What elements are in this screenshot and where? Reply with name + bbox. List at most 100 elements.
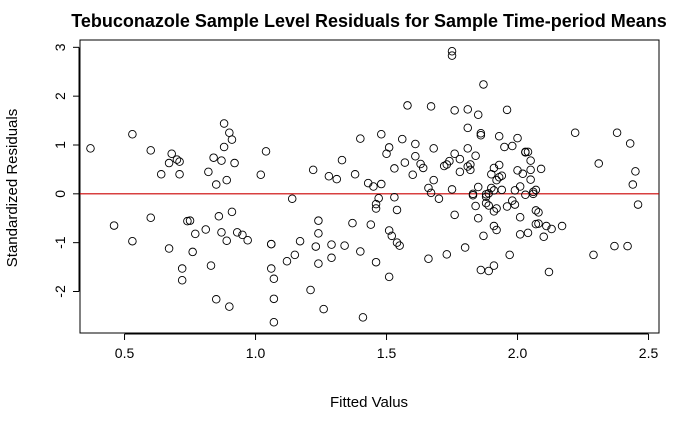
data-point	[295, 236, 305, 246]
data-point	[128, 129, 137, 139]
data-point	[424, 183, 433, 193]
data-point	[612, 128, 622, 138]
data-point	[526, 156, 535, 165]
data-point	[230, 158, 239, 168]
y-tick-label: 3	[52, 43, 68, 51]
data-point	[510, 186, 520, 195]
data-point	[473, 213, 483, 223]
data-point	[314, 216, 323, 225]
y-tick-label: -1	[52, 236, 68, 249]
data-points	[86, 46, 643, 327]
data-point	[282, 256, 292, 266]
data-point	[324, 171, 334, 181]
data-point	[534, 208, 543, 217]
data-point	[542, 221, 551, 231]
data-point	[306, 285, 315, 295]
data-point	[476, 265, 486, 275]
data-point	[384, 272, 394, 282]
data-point	[191, 229, 200, 239]
data-point	[146, 146, 155, 155]
data-point	[371, 204, 381, 213]
data-point	[510, 200, 520, 209]
data-point	[319, 304, 328, 314]
data-point	[369, 182, 378, 191]
data-point	[610, 241, 619, 251]
data-point	[227, 207, 237, 217]
data-point	[164, 244, 174, 253]
y-tick-label: -2	[52, 285, 68, 298]
data-point	[502, 105, 512, 115]
data-point	[287, 194, 297, 203]
data-point	[539, 232, 548, 242]
data-point	[434, 194, 444, 203]
data-point	[261, 147, 271, 156]
chart-title: Tebuconazole Sample Level Residuals for …	[71, 11, 667, 31]
data-point	[387, 231, 397, 241]
data-point	[371, 257, 381, 267]
data-point	[411, 151, 420, 161]
data-point	[513, 133, 522, 143]
data-point	[426, 102, 436, 111]
data-point	[492, 175, 501, 185]
data-point	[366, 220, 376, 229]
data-point	[314, 259, 323, 268]
data-point	[222, 236, 231, 245]
data-point	[466, 165, 475, 175]
y-tick-label: 1	[52, 141, 68, 149]
data-point	[534, 219, 543, 228]
data-point	[463, 144, 472, 153]
data-point	[211, 180, 221, 189]
data-point	[225, 302, 234, 311]
data-point	[340, 241, 349, 250]
data-point	[489, 163, 499, 173]
data-point	[400, 158, 410, 167]
data-point	[479, 80, 488, 89]
data-point	[531, 206, 541, 215]
data-point	[468, 189, 478, 199]
data-point	[219, 142, 229, 152]
data-point	[515, 230, 525, 239]
data-point	[628, 180, 638, 189]
data-point	[521, 147, 530, 157]
data-point	[526, 165, 535, 175]
data-point	[526, 175, 535, 184]
data-point	[500, 142, 509, 152]
data-point	[392, 205, 402, 215]
data-point	[175, 157, 184, 166]
data-point	[544, 267, 554, 277]
data-point	[177, 264, 187, 273]
data-point	[424, 254, 433, 264]
data-point	[429, 175, 438, 185]
data-point	[471, 151, 480, 160]
data-point	[463, 123, 472, 133]
data-point	[476, 130, 486, 140]
data-point	[484, 201, 493, 210]
data-point	[625, 139, 635, 148]
x-axis: 0.5 1.0 1.5 2.0 2.5	[115, 333, 658, 361]
data-point	[481, 198, 491, 208]
data-point	[589, 250, 598, 260]
data-point	[243, 235, 252, 245]
x-tick-label: 2.0	[508, 345, 528, 361]
data-point	[528, 187, 538, 197]
data-point	[356, 247, 365, 256]
data-point	[445, 156, 454, 166]
x-tick-label: 0.5	[115, 345, 135, 361]
data-point	[175, 170, 184, 179]
data-point	[497, 185, 507, 195]
data-point	[429, 144, 438, 153]
data-point	[201, 225, 211, 234]
data-point	[390, 164, 399, 173]
data-point	[377, 179, 386, 189]
data-point	[269, 294, 279, 304]
data-point	[494, 131, 504, 141]
data-point	[397, 134, 407, 144]
data-point	[348, 218, 357, 228]
data-point	[497, 171, 507, 181]
data-point	[518, 169, 528, 179]
data-point	[217, 228, 226, 237]
data-point	[232, 228, 242, 237]
y-axis-label: Standardized Residuals	[4, 109, 21, 267]
data-point	[439, 161, 449, 171]
data-point	[418, 163, 428, 173]
